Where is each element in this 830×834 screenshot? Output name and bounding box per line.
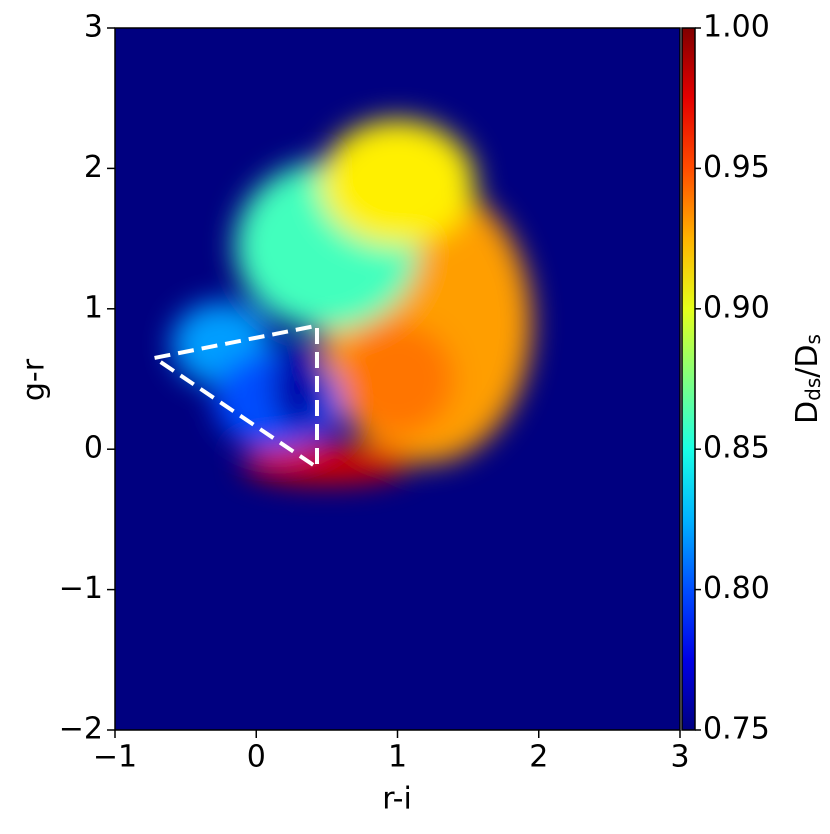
colorbar-tick-label: 0.95 bbox=[703, 150, 770, 185]
x-tick-label: 2 bbox=[529, 740, 548, 775]
y-tick-label: 3 bbox=[84, 10, 103, 45]
heatmap-region bbox=[341, 322, 454, 436]
colorbar-label-part: D bbox=[790, 401, 825, 424]
x-tick-label: −1 bbox=[93, 740, 137, 775]
x-axis-label: r-i bbox=[382, 782, 412, 817]
colorbar-tick-label: 0.85 bbox=[703, 431, 770, 466]
heatmap-regions bbox=[171, 119, 532, 485]
x-tick-label: 3 bbox=[670, 740, 689, 775]
heatmap-region bbox=[273, 341, 325, 431]
y-axis-label: g-r bbox=[17, 358, 52, 401]
colorbar-label-part: s bbox=[801, 334, 825, 344]
colorbar-tick-label: 0.75 bbox=[703, 712, 770, 747]
selection-polygon bbox=[153, 323, 319, 472]
y-tick-label: −2 bbox=[59, 712, 103, 747]
plot-area bbox=[115, 28, 680, 730]
colorbar-label: Dds/Ds bbox=[790, 334, 825, 424]
x-tick-label: 0 bbox=[247, 740, 266, 775]
heatmap-region bbox=[242, 442, 412, 485]
y-tick-label: 0 bbox=[84, 431, 103, 466]
x-tick-label: 1 bbox=[388, 740, 407, 775]
colorbar-tick-label: 1.00 bbox=[703, 10, 770, 45]
heatmap-region bbox=[319, 119, 476, 246]
colorbar-label-part: /D bbox=[790, 344, 825, 377]
colorbar-tick-label: 0.90 bbox=[703, 290, 770, 325]
colorbar bbox=[681, 27, 696, 731]
y-tick-label: 2 bbox=[84, 150, 103, 185]
colorbar-tick-label: 0.80 bbox=[703, 571, 770, 606]
y-tick-label: 1 bbox=[84, 290, 103, 325]
y-tick-label: −1 bbox=[59, 571, 103, 606]
colorbar-label-part: ds bbox=[801, 378, 825, 401]
